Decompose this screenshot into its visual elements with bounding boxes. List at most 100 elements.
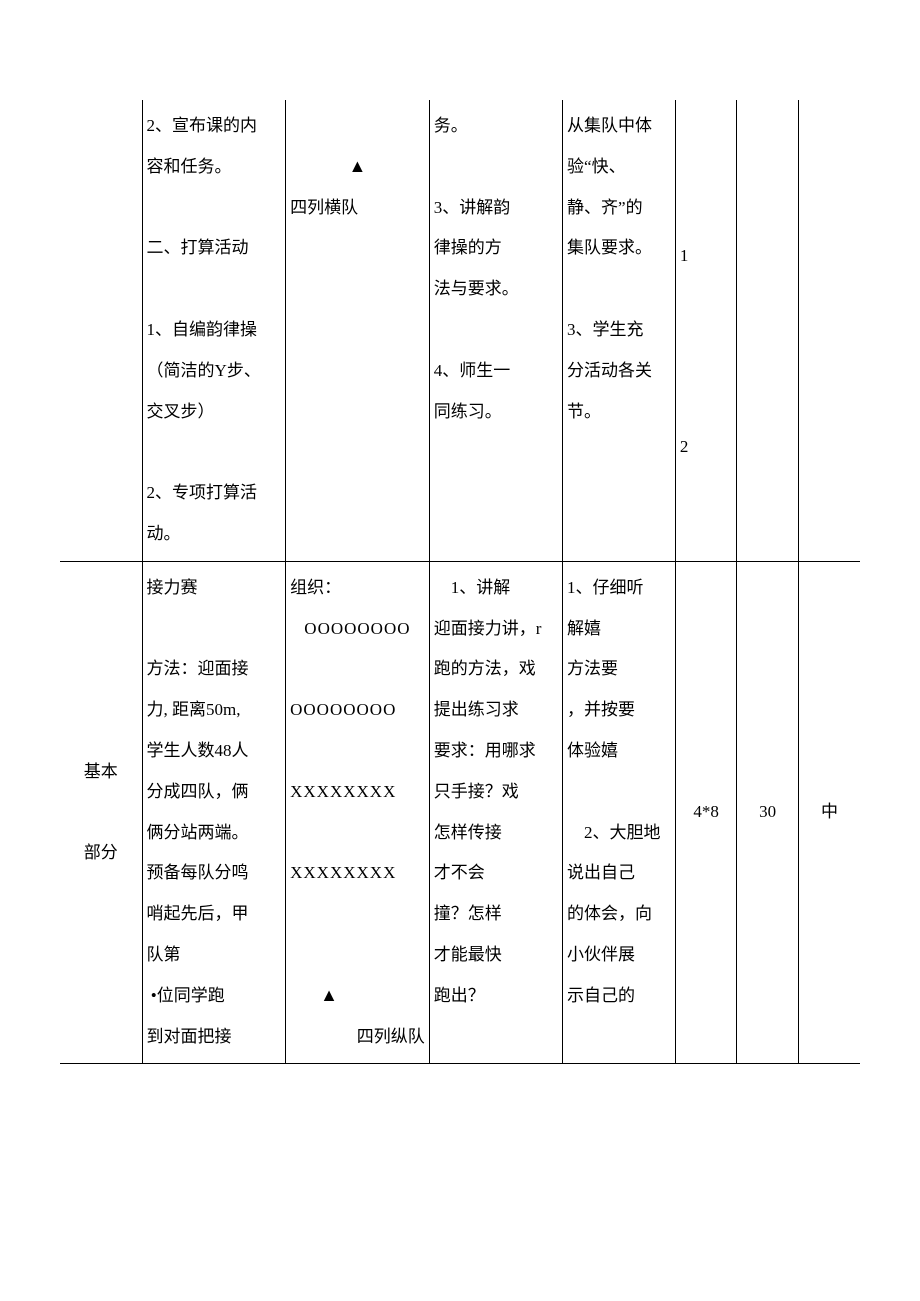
org-label: 四列横队	[290, 188, 425, 229]
content-blank	[290, 935, 425, 976]
cell-times: 1 2	[675, 100, 737, 561]
content-blank	[434, 147, 558, 188]
teacher-line: 同练习。	[434, 392, 558, 433]
content-line: 二、打算活动	[147, 228, 282, 269]
content-line: 动。	[147, 514, 282, 555]
cell-content: 接力赛 方法：迎面接 力, 距离50m, 学生人数48人 分成四队，俩 俩分站两…	[142, 561, 286, 1064]
teacher-line: 提出练习求	[434, 690, 558, 731]
lesson-plan-table: 2、宣布课的内 容和任务。 二、打算活动 1、自编韵律操 （简洁的Y步、 交叉步…	[60, 100, 860, 1064]
org-blank	[290, 106, 425, 147]
student-line: 解嬉	[567, 609, 671, 650]
content-blank	[567, 269, 671, 310]
times-value: 4*8	[693, 802, 719, 821]
teacher-line: 要求：用哪求	[434, 731, 558, 772]
content-blank	[290, 813, 425, 854]
minutes-value: 30	[759, 802, 776, 821]
org-marker: ▲	[290, 147, 425, 188]
org-formation-row: XXXXXXXX	[290, 853, 425, 894]
content-line: 方法：迎面接	[147, 649, 282, 690]
org-formation-row: OOOOOOOO	[290, 690, 425, 731]
content-line: 1、自编韵律操	[147, 310, 282, 351]
teacher-line: 1、讲解	[434, 568, 558, 609]
teacher-line: 只手接？戏	[434, 772, 558, 813]
cell-content: 2、宣布课的内 容和任务。 二、打算活动 1、自编韵律操 （简洁的Y步、 交叉步…	[142, 100, 286, 561]
student-line: ，并按要	[567, 690, 671, 731]
org-marker: ▲	[290, 976, 425, 1017]
cell-times: 4*8	[675, 561, 737, 1064]
content-line: 俩分站两端。	[147, 813, 282, 854]
content-blank	[290, 649, 425, 690]
student-line: 分活动各关	[567, 351, 671, 392]
cell-section	[60, 100, 142, 561]
content-blank	[147, 609, 282, 650]
student-line: 节。	[567, 392, 671, 433]
student-line: 静、齐”的	[567, 188, 671, 229]
content-blank	[147, 188, 282, 229]
content-line: （简洁的Y步、	[147, 351, 282, 392]
teacher-line: 4、师生一	[434, 351, 558, 392]
cell-teacher-activity: 务。 3、讲解韵 律操的方 法与要求。 4、师生一 同练习。	[429, 100, 562, 561]
times-value: 2	[680, 427, 733, 468]
content-line: •位同学跑	[147, 976, 282, 1017]
content-blank	[147, 269, 282, 310]
content-blank	[147, 432, 282, 473]
cell-intensity: 中	[798, 561, 860, 1064]
student-line: 验“快、	[567, 147, 671, 188]
cell-teacher-activity: 1、讲解 迎面接力讲，r 跑的方法，戏 提出练习求 要求：用哪求 只手接？戏 怎…	[429, 561, 562, 1064]
content-line: 哨起先后，甲	[147, 894, 282, 935]
teacher-line: 怎样传接	[434, 813, 558, 854]
cell-organization: 组织： OOOOOOOO OOOOOOOO XXXXXXXX XXXXXXXX …	[286, 561, 430, 1064]
table-row: 基本 部分 接力赛 方法：迎面接 力, 距离50m, 学生人数48人 分成四队，…	[60, 561, 860, 1064]
org-formation-row: XXXXXXXX	[290, 772, 425, 813]
content-line: 2、宣布课的内	[147, 106, 282, 147]
cell-intensity	[798, 100, 860, 561]
content-line: 队第	[147, 935, 282, 976]
cell-minutes	[737, 100, 799, 561]
content-line: 接力赛	[147, 568, 282, 609]
triangle-icon: ▲	[349, 157, 367, 175]
cell-student-activity: 从集队中体 验“快、 静、齐”的 集队要求。 3、学生充 分活动各关 节。	[563, 100, 676, 561]
cell-organization: ▲ 四列横队	[286, 100, 430, 561]
content-blank	[290, 894, 425, 935]
content-line: 分成四队，俩	[147, 772, 282, 813]
student-line: 集队要求。	[567, 228, 671, 269]
teacher-line: 撞？怎样	[434, 894, 558, 935]
teacher-line: 才不会	[434, 853, 558, 894]
content-line: 学生人数48人	[147, 731, 282, 772]
content-line: 到对面把接	[147, 1017, 282, 1058]
teacher-line: 3、讲解韵	[434, 188, 558, 229]
teacher-line: 迎面接力讲，r	[434, 609, 558, 650]
content-line: 容和任务。	[147, 147, 282, 188]
student-line: 3、学生充	[567, 310, 671, 351]
section-label: 基本	[64, 752, 138, 793]
org-header: 组织：	[290, 568, 425, 609]
teacher-line: 才能最快	[434, 935, 558, 976]
content-blank	[434, 310, 558, 351]
cell-student-activity: 1、仔细听 解嬉 方法要 ，并按要 体验嬉 2、大胆地 说出自己 的体会，向 小…	[563, 561, 676, 1064]
teacher-line: 法与要求。	[434, 269, 558, 310]
page: 2、宣布课的内 容和任务。 二、打算活动 1、自编韵律操 （简洁的Y步、 交叉步…	[0, 0, 920, 1104]
content-line: 2、专项打算活	[147, 473, 282, 514]
cell-minutes: 30	[737, 561, 799, 1064]
times-value: 1	[680, 236, 733, 277]
student-line: 说出自己	[567, 853, 671, 894]
table-row: 2、宣布课的内 容和任务。 二、打算活动 1、自编韵律操 （简洁的Y步、 交叉步…	[60, 100, 860, 561]
student-line: 方法要	[567, 649, 671, 690]
content-line: 预备每队分鸣	[147, 853, 282, 894]
student-line: 小伙伴展	[567, 935, 671, 976]
teacher-line: 务。	[434, 106, 558, 147]
content-blank	[567, 772, 671, 813]
content-blank	[290, 731, 425, 772]
triangle-icon: ▲	[320, 986, 338, 1004]
student-line: 体验嬉	[567, 731, 671, 772]
teacher-line: 跑的方法，戏	[434, 649, 558, 690]
student-line: 1、仔细听	[567, 568, 671, 609]
content-line: 交叉步）	[147, 392, 282, 433]
section-label: 部分	[64, 833, 138, 874]
teacher-line: 跑出？	[434, 976, 558, 1017]
student-line: 的体会，向	[567, 894, 671, 935]
teacher-line: 律操的方	[434, 228, 558, 269]
cell-section: 基本 部分	[60, 561, 142, 1064]
intensity-value: 中	[821, 802, 838, 821]
org-formation-row: OOOOOOOO	[290, 609, 425, 650]
